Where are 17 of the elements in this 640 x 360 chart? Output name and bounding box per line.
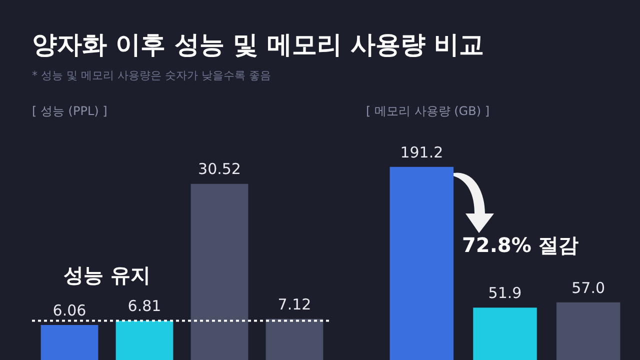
- chart-title: 양자화 이후 성능 및 메모리 사용량 비교: [32, 29, 484, 61]
- data-label: 7.12: [278, 295, 312, 314]
- data-label: 6.06: [52, 301, 86, 320]
- data-label: 51.9: [488, 284, 522, 302]
- bar: [190, 184, 248, 360]
- data-label: 6.81: [128, 297, 162, 316]
- bar: [40, 325, 98, 360]
- ref-line-label: 성능 유지: [64, 262, 150, 287]
- y-axis-title: [ 메모리 사용량 (GB) ]: [366, 103, 490, 120]
- bar: [116, 320, 174, 360]
- bar: [266, 318, 324, 360]
- data-label: 30.52: [198, 160, 241, 178]
- data-label: 57.0: [572, 278, 606, 297]
- y-axis-title: [ 성능 (PPL) ]: [32, 103, 108, 120]
- annotation: 72.8% 절감: [462, 232, 578, 259]
- data-label: 191.2: [400, 143, 444, 162]
- chart-subtitle: * 성능 및 메모리 사용량은 숫자가 낮을수록 좋음: [32, 68, 271, 83]
